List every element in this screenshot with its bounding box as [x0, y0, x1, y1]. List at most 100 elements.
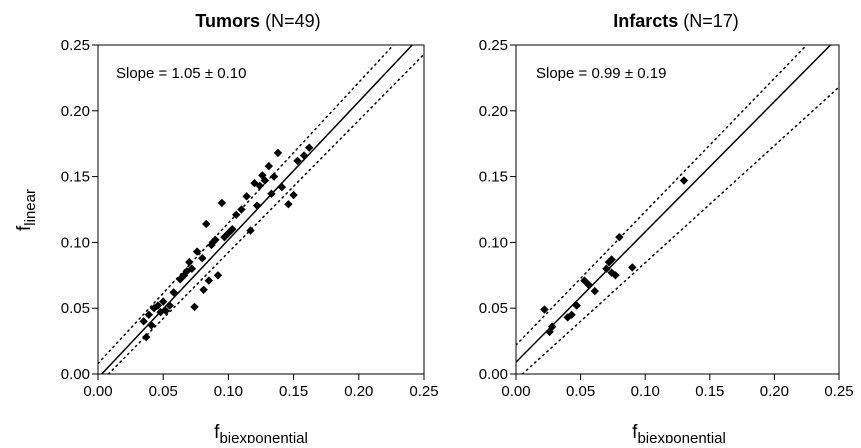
data-point [228, 225, 237, 234]
x-tick-label: 0.20 [344, 383, 373, 400]
data-point [153, 301, 163, 310]
y-tick-label: 0.15 [61, 169, 90, 186]
data-point [252, 201, 262, 210]
chart-title-count: (N=49) [260, 11, 321, 31]
chart-title-bold: Infarcts [613, 11, 678, 31]
data-point [255, 181, 264, 191]
x-tick-label: 0.00 [501, 383, 530, 400]
data-point [199, 285, 208, 294]
x-axis-label-sub: biexponential [637, 430, 725, 443]
data-point [615, 232, 624, 242]
fit-lines-infarcts [516, 45, 839, 374]
data-point [284, 200, 293, 209]
data-point [217, 198, 227, 208]
data-point [204, 276, 214, 285]
x-tick-label: 0.25 [824, 383, 853, 400]
data-point [237, 205, 246, 214]
panel-infarcts: Infarcts (N=17) 0.00 0.05 0.10 0.15 0.20 0.25… [479, 11, 854, 447]
chart-title-bold: Tumors [195, 11, 260, 31]
regression-line [516, 45, 832, 363]
data-point [679, 176, 689, 185]
y-tick-label: 0.25 [61, 37, 90, 54]
data-point [611, 271, 620, 280]
y-axis-label-main: f [14, 225, 35, 231]
slope-annotation-tumors: Slope = 1.05 ± 0.10 [116, 65, 246, 82]
y-tick-label: 0.10 [479, 234, 508, 251]
data-point [242, 192, 251, 201]
y-tick-label: 0.10 [61, 234, 90, 251]
data-point [159, 297, 168, 306]
data-point [198, 253, 207, 263]
data-point [147, 321, 156, 330]
x-tick-label: 0.25 [409, 383, 438, 400]
confidence-band-upper [516, 45, 808, 346]
y-tick-label: 0.00 [61, 366, 90, 383]
marks-tumors: 0.00 0.05 0.10 0.15 0.20 0.25 0.00 0.05 0.10 0.15… [61, 37, 439, 400]
data-point [277, 182, 287, 192]
data-point [584, 280, 593, 289]
data-point [607, 268, 616, 277]
fit-lines-tumors [98, 45, 424, 374]
data-point [289, 190, 298, 200]
x-tick-label: 0.00 [83, 383, 112, 400]
x-tick-label: 0.15 [695, 383, 724, 400]
data-point [169, 288, 178, 297]
y-tick-label: 0.25 [479, 37, 508, 54]
x-tick-label: 0.05 [149, 383, 178, 400]
axis-ticks-infarcts: 0.00 0.05 0.10 0.15 0.20 0.25 0.00 0.05 0.10 0.15… [479, 37, 854, 400]
data-point [213, 271, 223, 280]
confidence-band-lower [107, 53, 424, 374]
chart-title-infarcts: Infarcts (N=17) [613, 11, 739, 31]
data-point [604, 257, 614, 267]
x-tick-label: 0.10 [214, 383, 243, 400]
data-point [190, 302, 199, 312]
data-point [628, 263, 637, 272]
data-points-tumors [139, 143, 314, 342]
x-axis-label-main: f [632, 422, 638, 443]
data-point [305, 143, 314, 152]
marks-infarcts: 0.00 0.05 0.10 0.15 0.20 0.25 0.00 0.05 0.10 0.15… [479, 37, 854, 400]
y-axis-label-sub: linear [22, 189, 39, 226]
data-point [185, 257, 194, 267]
data-point [202, 219, 211, 229]
panel-tumors: Tumors (N=49) 0.00 0.05 0.10 0.15 0.20 0.25 0.… [14, 11, 439, 447]
data-point [165, 301, 174, 310]
data-point [142, 332, 151, 342]
data-points-infarcts [540, 176, 689, 337]
data-point [540, 305, 549, 314]
x-tick-label: 0.05 [566, 383, 595, 400]
slope-annotation-infarcts: Slope = 0.99 ± 0.19 [536, 65, 666, 82]
data-point [246, 226, 255, 235]
data-point [563, 313, 572, 322]
x-tick-label: 0.20 [760, 383, 789, 400]
y-tick-label: 0.20 [61, 103, 90, 120]
data-point [258, 171, 267, 180]
y-tick-label: 0.05 [61, 300, 90, 317]
x-tick-label: 0.10 [631, 383, 660, 400]
regression-line [100, 45, 414, 374]
data-point [144, 310, 154, 319]
data-point [269, 172, 279, 181]
x-axis-label-tumors: fbiexponential [214, 422, 308, 443]
data-point [299, 151, 309, 160]
y-tick-label: 0.05 [479, 300, 508, 317]
plot-frame-tumors [97, 44, 425, 375]
data-point [192, 247, 202, 256]
data-point [580, 276, 589, 285]
data-point [547, 322, 557, 331]
confidence-band-lower [521, 86, 839, 374]
data-point [590, 286, 600, 296]
data-point [607, 255, 616, 264]
data-point [267, 189, 276, 198]
y-axis-label: flinear [14, 189, 39, 231]
plot-frame-infarcts [515, 44, 840, 375]
y-tick-label: 0.20 [479, 103, 508, 120]
data-point [187, 264, 197, 273]
data-point [264, 161, 274, 171]
data-point [602, 264, 611, 273]
data-point [139, 317, 148, 326]
chart-title-tumors: Tumors (N=49) [195, 11, 320, 31]
x-axis-label-infarcts: fbiexponential [632, 422, 726, 443]
data-point [293, 156, 302, 166]
